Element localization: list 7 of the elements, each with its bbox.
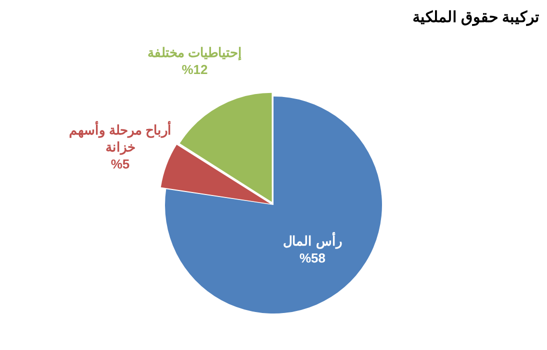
slice-label: إحتياطيات مختلفة [147,44,242,61]
slice-label: أرباح مرحلة وأسهم خزانة [69,122,172,156]
text: تركيبة حقوق الملكية [412,8,539,28]
data-label: %58 [299,250,326,266]
data-label: %12 [182,62,208,77]
data-label: %5 [110,156,130,172]
slice-label: رأس المال [283,232,342,250]
